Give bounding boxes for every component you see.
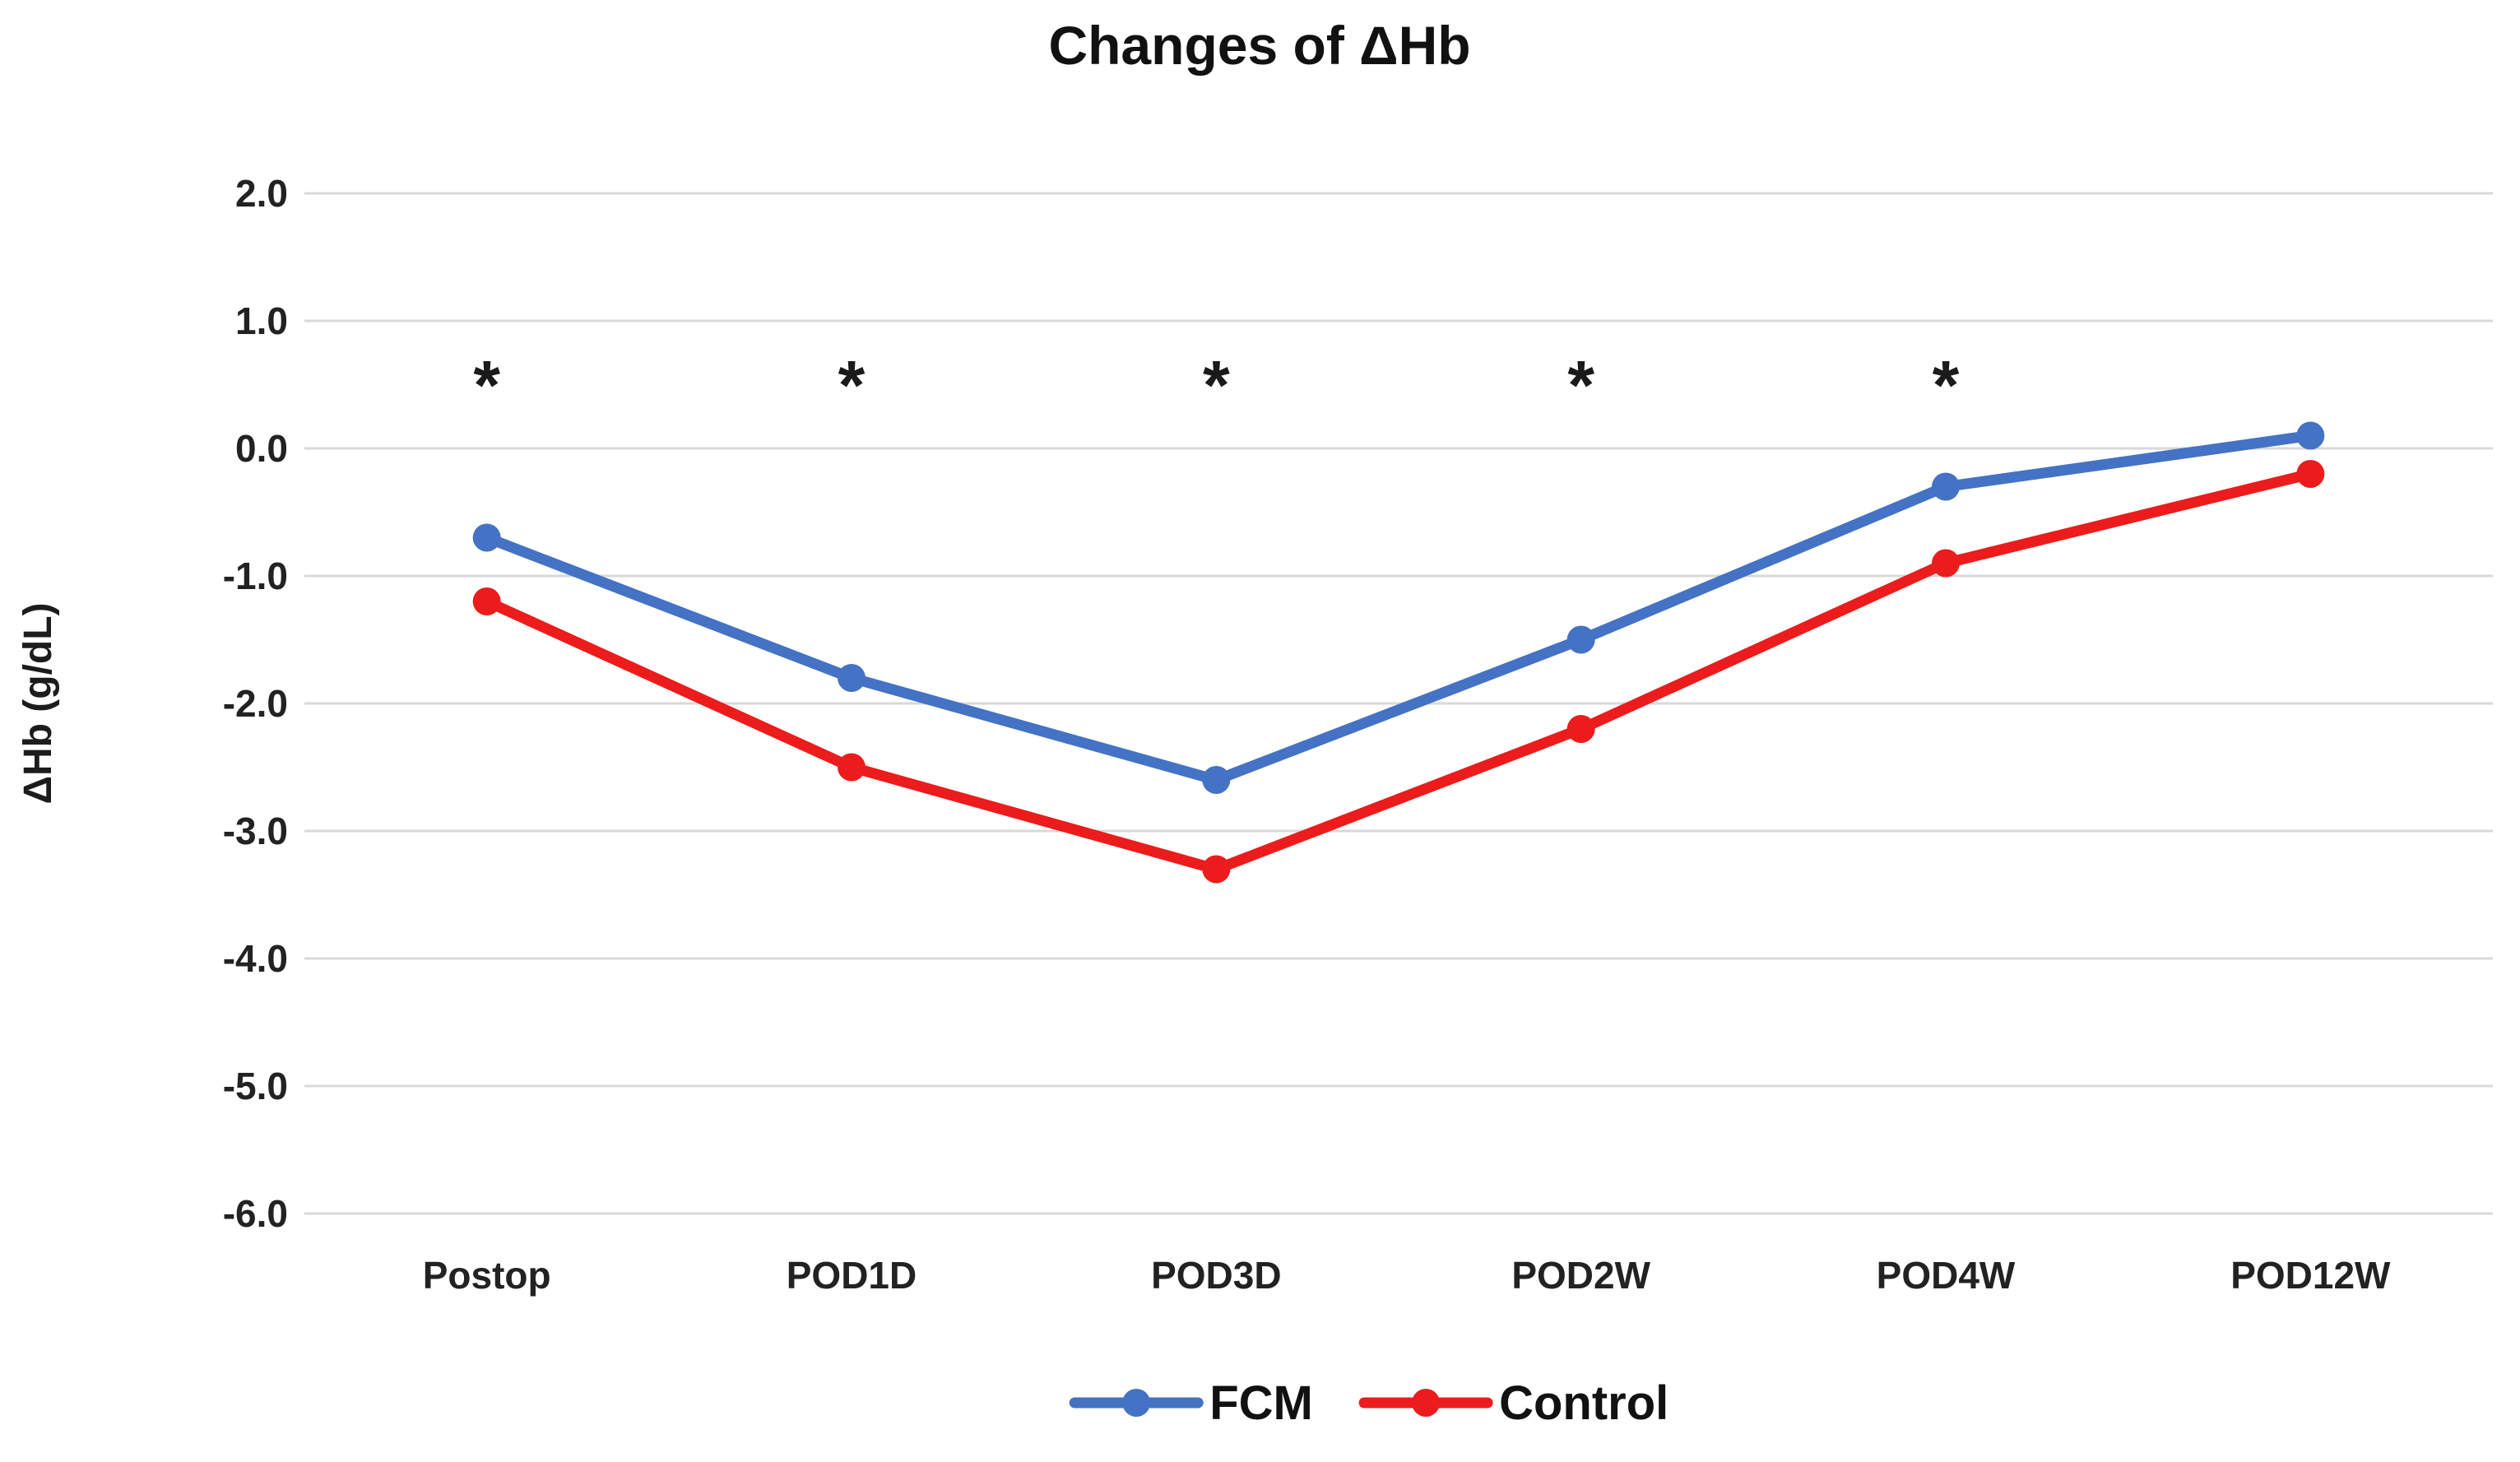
- legend-label: FCM: [1209, 1376, 1313, 1430]
- data-point-fcm-pod1d: [838, 664, 866, 692]
- y-tick-label: -3.0: [223, 810, 288, 852]
- x-axis-category-labels: Postop POD1D POD3D POD2W POD4W POD12W: [423, 1254, 2391, 1297]
- y-tick-label: 0.0: [235, 427, 288, 470]
- legend-item-fcm: FCM: [1069, 1376, 1313, 1430]
- legend-marker-dot: [1412, 1389, 1441, 1417]
- data-point-control-postop: [472, 587, 501, 615]
- category-label: POD3D: [1151, 1254, 1281, 1297]
- data-point-control-pod2w: [1566, 715, 1595, 743]
- y-axis-tick-labels: 2.0 1.0 0.0 -1.0 -2.0 -3.0 -4.0 -5.0 -6.0: [223, 172, 288, 1235]
- y-tick-label: -6.0: [223, 1192, 288, 1235]
- category-label: POD1D: [787, 1254, 917, 1297]
- significance-asterisk: *: [1933, 346, 1960, 424]
- gridlines: [304, 192, 2493, 1215]
- category-label: Postop: [423, 1254, 551, 1297]
- data-point-fcm-pod4w: [1932, 472, 1960, 501]
- significance-asterisk: *: [473, 346, 500, 424]
- category-label: POD12W: [2230, 1254, 2391, 1297]
- data-series: [472, 421, 2325, 884]
- chart-title: Changes of ΔHb: [1048, 15, 1470, 76]
- significance-asterisk: *: [1203, 346, 1230, 424]
- data-point-control-pod12w: [2296, 460, 2325, 488]
- data-point-fcm-pod2w: [1566, 625, 1595, 654]
- category-label: POD2W: [1511, 1254, 1650, 1297]
- series-line-control: [481, 468, 2316, 875]
- data-point-control-pod1d: [838, 753, 866, 782]
- y-axis-title: ΔHb (g/dL): [16, 602, 60, 804]
- legend-item-control: Control: [1358, 1376, 1668, 1430]
- data-point-fcm-pod3d: [1202, 766, 1231, 794]
- data-point-fcm-postop: [472, 523, 501, 552]
- data-point-fcm-pod12w: [2296, 421, 2325, 450]
- series-line-fcm: [481, 430, 2316, 786]
- y-tick-label: 2.0: [235, 172, 288, 215]
- y-tick-label: -2.0: [223, 682, 288, 725]
- y-tick-label: -4.0: [223, 937, 288, 980]
- y-tick-label: -5.0: [223, 1065, 288, 1107]
- significance-asterisk: *: [838, 346, 866, 424]
- y-tick-label: -1.0: [223, 555, 288, 597]
- category-label: POD4W: [1877, 1254, 2016, 1297]
- y-tick-label: 1.0: [235, 299, 288, 342]
- significance-asterisks: * * * * *: [473, 346, 1959, 424]
- significance-asterisk: *: [1567, 346, 1594, 424]
- data-point-control-pod3d: [1202, 855, 1231, 884]
- legend-marker-dot: [1122, 1389, 1151, 1417]
- data-point-control-pod4w: [1932, 549, 1960, 578]
- legend: FCM Control: [1069, 1376, 1668, 1430]
- legend-label: Control: [1499, 1376, 1668, 1430]
